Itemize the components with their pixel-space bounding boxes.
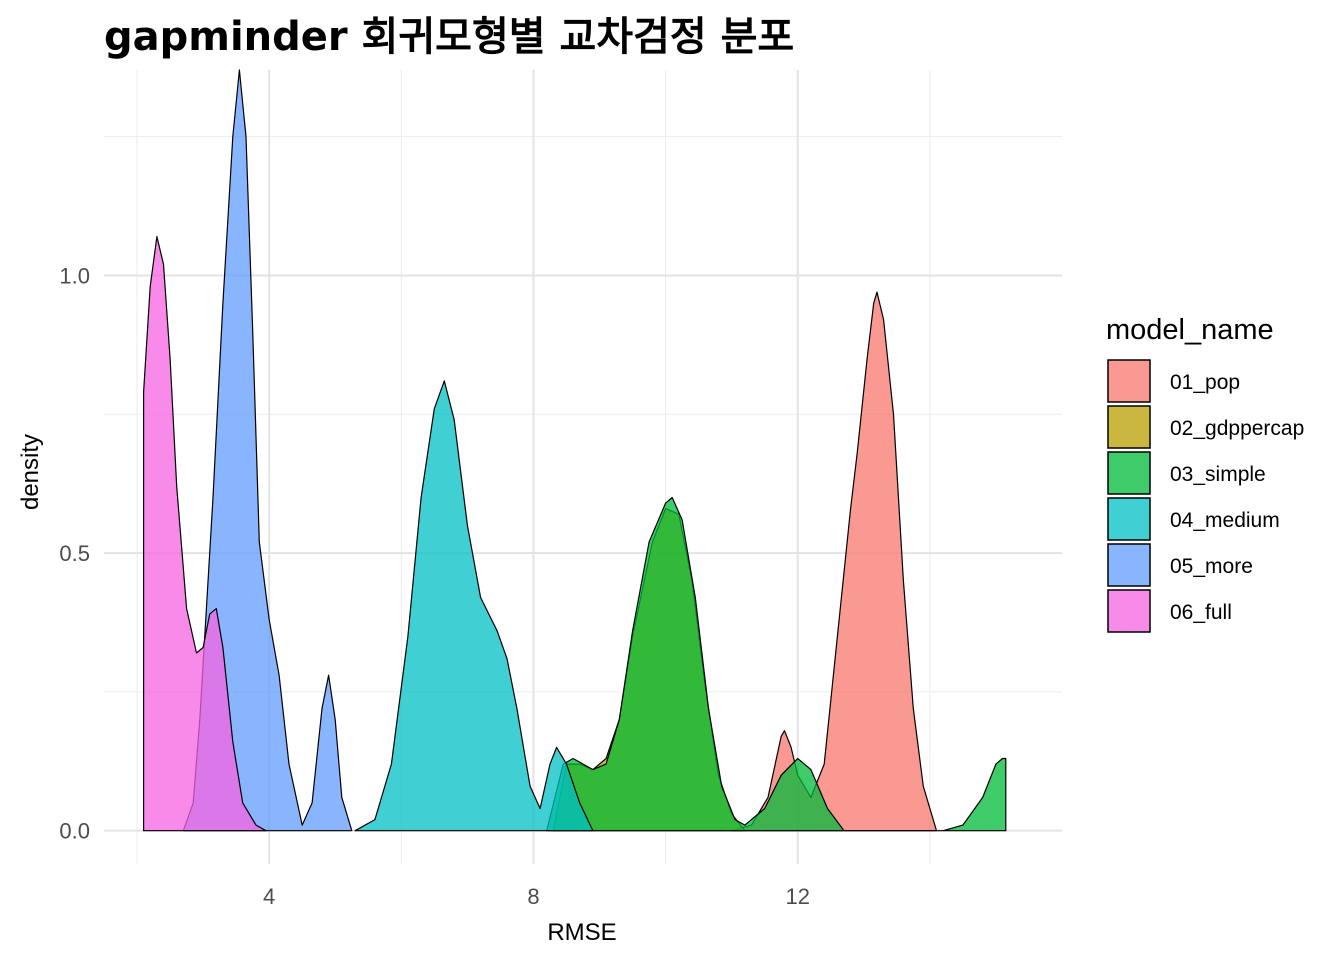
legend-title: model_name — [1106, 314, 1274, 346]
legend-key-06_full — [1107, 589, 1151, 633]
x-tick-label: 8 — [527, 884, 539, 909]
legend-key-01_pop — [1107, 359, 1151, 403]
plot-panel: 4 8 12 0.0 0.5 1.0 — [59, 69, 1062, 909]
y-tick-label: 1.0 — [59, 263, 90, 288]
legend-key-02_gdppercap — [1107, 405, 1151, 449]
y-axis-ticks: 0.0 0.5 1.0 — [59, 263, 90, 843]
density-area-03_simple — [546, 496, 1007, 832]
legend-label-01_pop: 01_pop — [1170, 371, 1240, 394]
legend-label-02_gdppercap: 02_gdppercap — [1170, 417, 1304, 440]
legend-label-05_more: 05_more — [1170, 555, 1253, 578]
chart-title: gapminder 회귀모형별 교차검정 분포 — [104, 14, 794, 60]
legend-key-03_simple — [1107, 451, 1151, 495]
legend-label-04_medium: 04_medium — [1170, 509, 1280, 532]
legend: model_name 01_pop 02_gdppercap 03_simple 04… — [1106, 314, 1304, 633]
x-axis-title: RMSE — [547, 919, 616, 946]
x-tick-label: 12 — [785, 884, 809, 909]
density-area-01_pop — [731, 291, 938, 832]
y-tick-label: 0.5 — [59, 541, 90, 566]
density-areas — [143, 69, 1007, 832]
x-tick-label: 4 — [263, 884, 275, 909]
x-axis-ticks: 4 8 12 — [263, 884, 810, 909]
y-axis-title: density — [17, 434, 44, 510]
legend-label-03_simple: 03_simple — [1170, 463, 1266, 486]
density-area-04_medium — [354, 380, 594, 832]
y-tick-label: 0.0 — [59, 819, 90, 844]
density-area-05_more — [182, 69, 353, 832]
legend-label-06_full: 06_full — [1170, 601, 1232, 624]
density-area-06_full — [143, 236, 267, 832]
legend-key-05_more — [1107, 543, 1151, 587]
legend-key-04_medium — [1107, 497, 1151, 541]
